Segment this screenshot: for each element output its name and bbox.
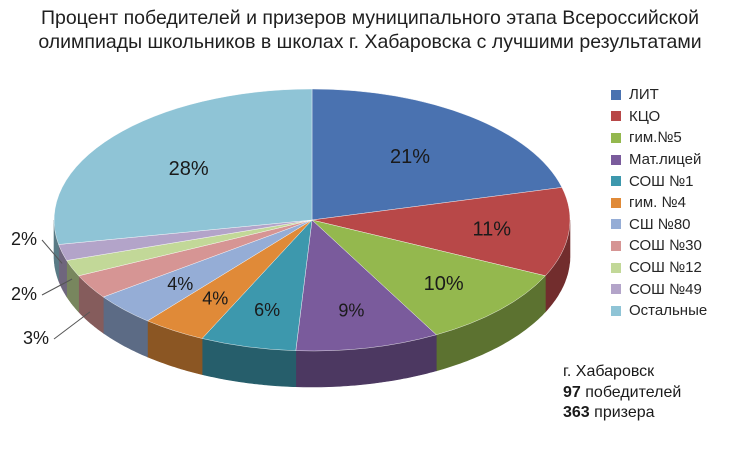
legend-label: ЛИТ [629, 86, 659, 104]
data-label-кцо: 11% [473, 219, 512, 241]
data-label-мат-лицей: 9% [338, 301, 364, 321]
legend-label: КЦО [629, 107, 661, 125]
data-label-сош-49: 2% [11, 229, 37, 249]
leader-line-сош-49 [41, 239, 63, 264]
slice-лит [311, 88, 563, 221]
legend-label: гим. №4 [629, 194, 686, 212]
data-label-сош-12: 2% [11, 284, 37, 304]
legend-label: СОШ №49 [629, 280, 702, 298]
legend-item-остальные: Остальные [611, 300, 707, 322]
legend-item-лит: ЛИТ [611, 84, 707, 106]
legend-item-сош-30: СОШ №30 [611, 235, 707, 257]
leader-line-сош-30 [53, 311, 91, 340]
legend-swatch [611, 219, 621, 230]
legend-swatch [611, 89, 621, 100]
slice-остальные [53, 88, 313, 245]
data-label-остальные: 28% [169, 158, 209, 180]
prize-count: 363 [563, 404, 590, 421]
legend-swatch [611, 305, 621, 316]
prize-label: призера [594, 404, 655, 421]
legend-item-кцо: КЦО [611, 106, 707, 128]
legend-item-сош-12: СОШ №12 [611, 257, 707, 279]
chart-title: Процент победителей и призеров муниципал… [0, 6, 740, 54]
legend-item-сош-1: СОШ №1 [611, 170, 707, 192]
legend-swatch [611, 284, 621, 295]
legend-swatch [611, 111, 621, 122]
leader-line-сош-12 [41, 278, 73, 296]
chart-title-line-1: Процент победителей и призеров муниципал… [40, 7, 700, 29]
legend-label: гим.№5 [629, 129, 682, 147]
summary-info: г. Хабаровск 97 победителей 363 призера [563, 362, 681, 424]
data-label-сош-30: 3% [23, 328, 49, 348]
legend-item-гим-4: гим. №4 [611, 192, 707, 214]
legend-item-сш-80: СШ №80 [611, 214, 707, 236]
winners-label: победителей [585, 383, 682, 401]
legend-swatch [611, 176, 621, 187]
legend-label: СШ №80 [629, 215, 691, 233]
chart-legend: ЛИТ КЦО гим.№5 Мат.лицей СОШ №1 гим. №4 СШ №80… [611, 84, 707, 322]
summary-city: г. Хабаровск [563, 363, 655, 380]
legend-item-сош-49: СОШ №49 [611, 278, 707, 300]
data-label-гим-4: 4% [202, 288, 228, 308]
legend-swatch [611, 197, 621, 208]
data-label-гим-5: 10% [424, 273, 464, 295]
legend-item-гим-5: гим.№5 [611, 127, 707, 149]
legend-swatch [611, 154, 621, 165]
legend-swatch [611, 262, 621, 273]
summary-winners: 97 победителей [563, 383, 681, 404]
legend-label: СОШ №12 [629, 259, 702, 277]
winners-count: 97 [563, 383, 581, 401]
legend-label: Мат.лицей [629, 151, 702, 169]
legend-swatch [611, 240, 621, 251]
slice-мат-лицей [295, 219, 437, 352]
data-label-сош-1: 6% [254, 300, 280, 320]
pie-top-faces [53, 88, 571, 352]
summary-prizes: 363 призера [563, 403, 681, 424]
chart-title-line-2: олимпиады школьников в школах г. Хабаров… [38, 31, 702, 53]
data-label-сш-80: 4% [167, 274, 193, 294]
legend-label: Остальные [629, 302, 708, 320]
slice-кцо [311, 187, 571, 277]
legend-item-мат-лицей: Мат.лицей [611, 149, 707, 171]
legend-swatch [611, 132, 621, 143]
legend-label: СОШ №1 [629, 172, 694, 190]
pie-data-labels: 21% 11% 10% 9% 6% 4% 4% 3% 2% 2% 28% [11, 146, 511, 348]
data-label-лит: 21% [390, 146, 430, 168]
slice-гим-5 [311, 219, 546, 336]
legend-label: СОШ №30 [629, 237, 702, 255]
